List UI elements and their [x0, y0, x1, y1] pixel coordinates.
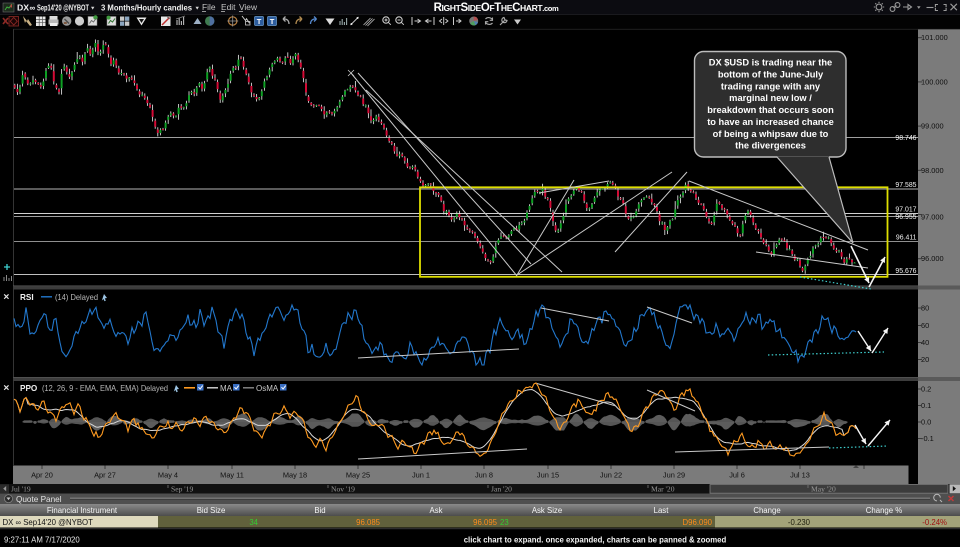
svg-text:Bid: Bid [314, 506, 325, 515]
svg-text:T: T [257, 17, 262, 26]
svg-text:Jan '20: Jan '20 [491, 485, 512, 494]
svg-text:Bid Size: Bid Size [197, 506, 226, 515]
svg-text:RIGHTSIDEOFTHECHART.com: RIGHTSIDEOFTHECHART.com [434, 2, 559, 14]
svg-text:✕: ✕ [3, 384, 10, 393]
svg-text:marginal new low /: marginal new low / [729, 93, 812, 103]
svg-text:trading range with any: trading range with any [721, 81, 821, 91]
svg-text:-0.1: -0.1 [921, 434, 934, 443]
svg-text:20: 20 [921, 355, 929, 364]
svg-text:the divergences: the divergences [735, 141, 806, 151]
svg-text:∞: ∞ [30, 3, 36, 12]
svg-text:DX $USD is trading near the: DX $USD is trading near the [709, 58, 832, 68]
svg-text:Quote Panel: Quote Panel [16, 495, 62, 504]
svg-text:May 4: May 4 [158, 471, 178, 480]
svg-text:Jul 13: Jul 13 [790, 471, 810, 480]
svg-text:Apr 20: Apr 20 [31, 471, 53, 480]
svg-text:97.017: 97.017 [895, 207, 916, 214]
svg-text:May '20: May '20 [811, 485, 836, 494]
svg-text:Jun 29: Jun 29 [663, 471, 685, 480]
svg-text:Change: Change [753, 506, 780, 515]
svg-text:98.746: 98.746 [895, 135, 916, 142]
svg-text:May 11: May 11 [220, 471, 244, 480]
svg-text:Jun 1: Jun 1 [412, 471, 430, 480]
svg-text:101.000: 101.000 [921, 33, 948, 42]
svg-text:DX: DX [17, 2, 29, 12]
svg-text:Jun 8: Jun 8 [475, 471, 493, 480]
svg-text:Financial Instrument: Financial Instrument [47, 506, 118, 515]
svg-text:Ask Size: Ask Size [532, 506, 562, 515]
svg-text:Edit: Edit [221, 2, 236, 12]
svg-text:9:27:11 AM 7/17/2020: 9:27:11 AM 7/17/2020 [4, 535, 80, 544]
svg-text:May 25: May 25 [346, 471, 370, 480]
svg-text:100.000: 100.000 [921, 77, 948, 86]
svg-text:to have an increased chance: to have an increased chance [707, 117, 834, 127]
svg-text:Apr 27: Apr 27 [94, 471, 116, 480]
svg-text:DX ∞ Sep14'20 @NYBOT: DX ∞ Sep14'20 @NYBOT [3, 518, 94, 527]
svg-text:T: T [270, 17, 275, 26]
svg-text:RSI: RSI [20, 293, 34, 302]
svg-text:0.1: 0.1 [921, 401, 931, 410]
svg-text:95.676: 95.676 [895, 268, 916, 275]
svg-text:96.955: 96.955 [895, 214, 916, 221]
svg-text:97.585: 97.585 [895, 182, 916, 189]
svg-text:97.000: 97.000 [921, 213, 944, 222]
svg-text:-0.230: -0.230 [788, 518, 811, 527]
svg-text:Sep '19: Sep '19 [171, 485, 193, 494]
svg-text:Jun 15: Jun 15 [537, 471, 559, 480]
svg-text:96.095: 96.095 [473, 518, 498, 527]
svg-text:Mar '20: Mar '20 [651, 485, 675, 494]
svg-text:Sep14'20 @NYBOT: Sep14'20 @NYBOT [37, 3, 89, 12]
svg-text:May 18: May 18 [283, 471, 307, 480]
svg-text:OsMA: OsMA [256, 384, 279, 393]
svg-text:34: 34 [249, 518, 258, 527]
svg-text:D96.090: D96.090 [683, 518, 713, 527]
svg-text:click chart to expand. once ex: click chart to expand. once expanded, ch… [464, 535, 727, 544]
svg-text:bottom of the June-July: bottom of the June-July [718, 70, 824, 80]
svg-text:Nov '19: Nov '19 [331, 485, 355, 494]
svg-text:View: View [239, 2, 258, 12]
svg-text:99.000: 99.000 [921, 122, 944, 131]
svg-text:(12, 26, 9 - EMA, EMA, EMA) De: (12, 26, 9 - EMA, EMA, EMA) Delayed [42, 384, 168, 393]
svg-text:Ask: Ask [430, 506, 443, 515]
svg-text:(14) Delayed: (14) Delayed [55, 293, 98, 302]
svg-text:PPO: PPO [20, 384, 38, 393]
svg-text:0.2: 0.2 [921, 385, 931, 394]
svg-text:-0.24%: -0.24% [922, 518, 947, 527]
svg-text:Change %: Change % [866, 506, 902, 515]
svg-text:98.000: 98.000 [921, 166, 944, 175]
svg-text:40: 40 [921, 338, 929, 347]
svg-text:Jul '19: Jul '19 [11, 485, 31, 494]
svg-text:Last: Last [654, 506, 670, 515]
svg-text:✕: ✕ [3, 293, 10, 302]
svg-text:of being a whipsaw due to: of being a whipsaw due to [713, 129, 829, 139]
svg-text:80: 80 [921, 304, 929, 313]
svg-text:23: 23 [500, 518, 509, 527]
svg-text:MA: MA [220, 384, 233, 393]
svg-text:File: File [202, 2, 216, 12]
svg-text:96.085: 96.085 [356, 518, 381, 527]
svg-text:Jul 6: Jul 6 [729, 471, 745, 480]
svg-text:0.0: 0.0 [921, 418, 931, 427]
svg-text:96.411: 96.411 [896, 235, 917, 242]
svg-text:breakdown that occurs soon: breakdown that occurs soon [707, 105, 834, 115]
svg-text:Jun 22: Jun 22 [600, 471, 622, 480]
svg-text:60: 60 [921, 321, 929, 330]
svg-text:3 Months/Hourly candles: 3 Months/Hourly candles [101, 3, 192, 12]
svg-text:96.000: 96.000 [921, 254, 944, 263]
